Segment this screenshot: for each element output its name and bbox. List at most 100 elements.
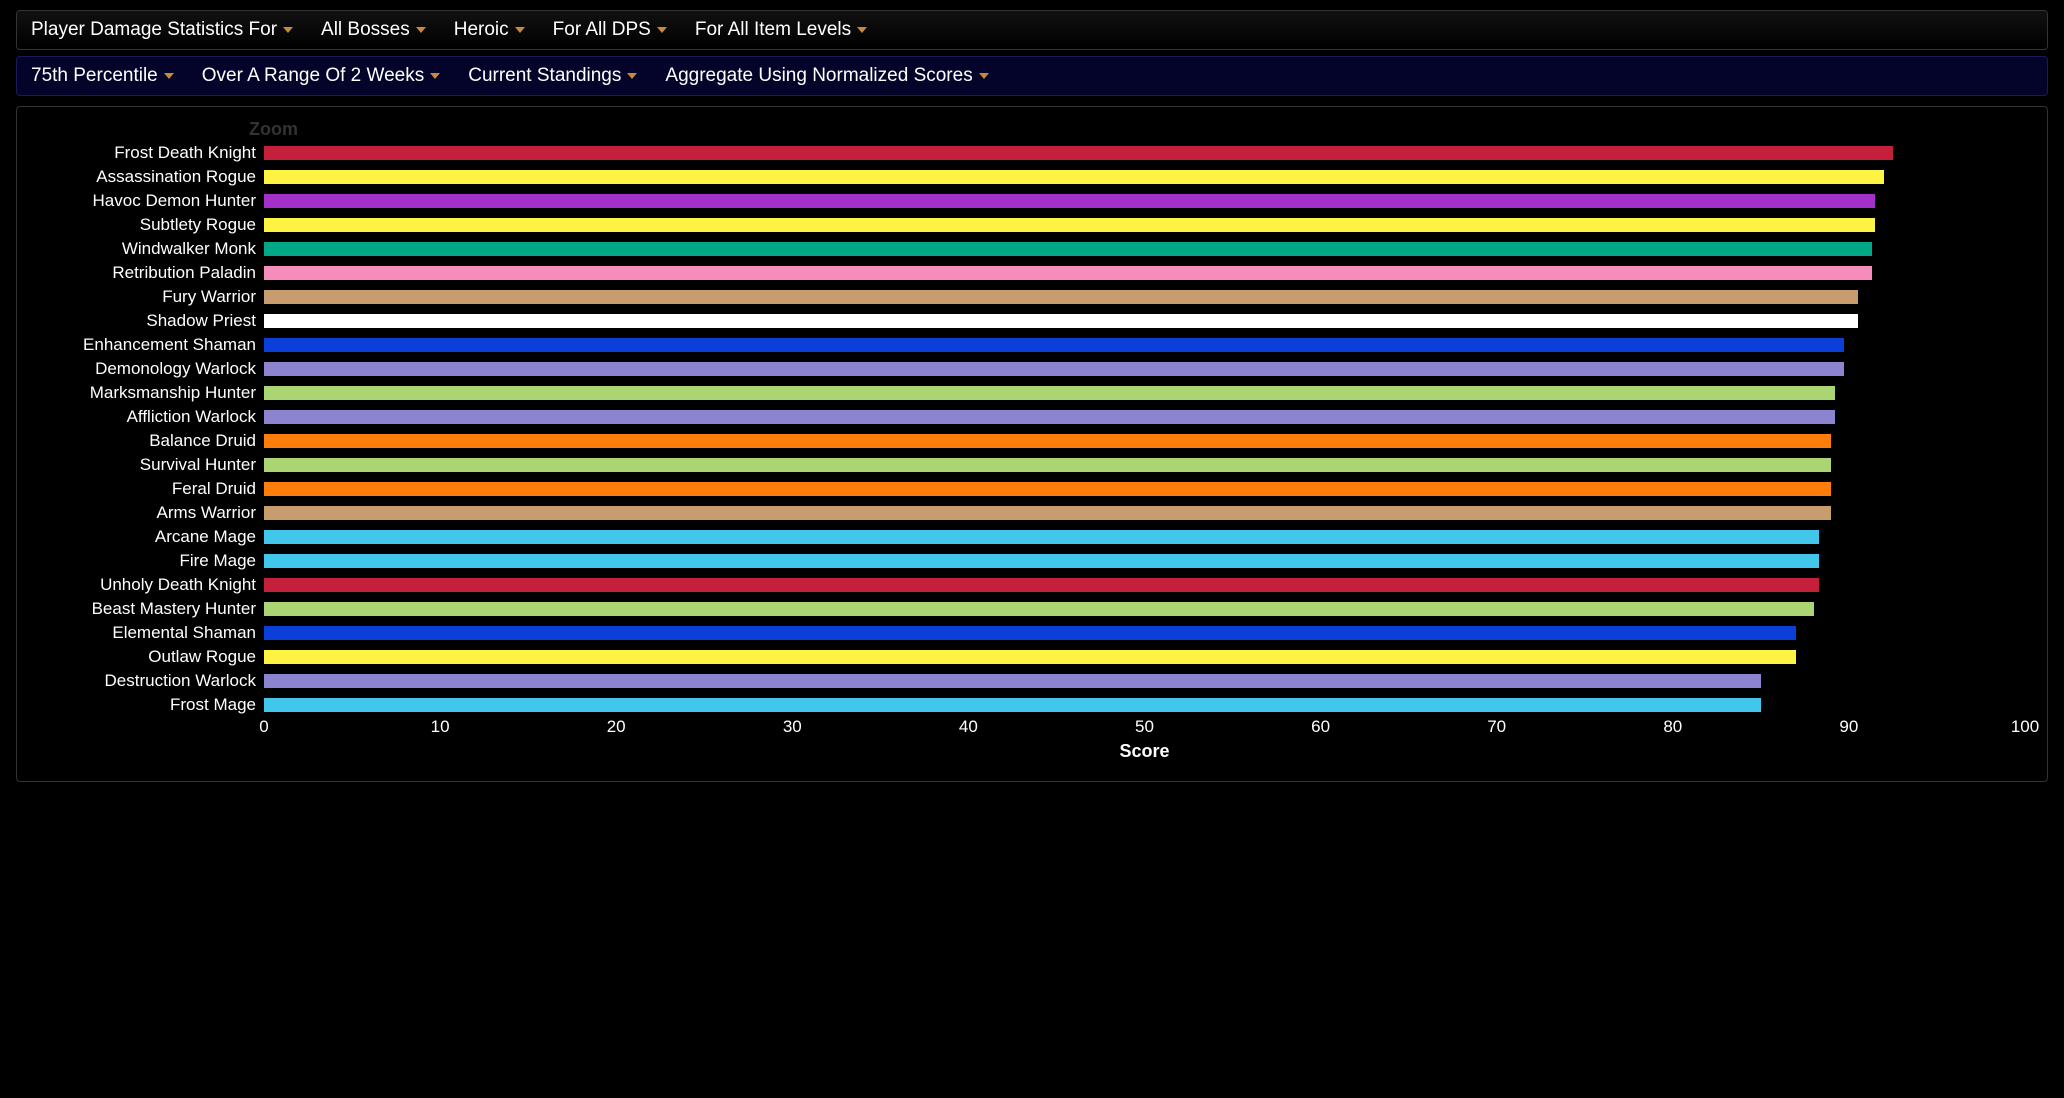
filter-label: All Bosses	[321, 19, 410, 41]
x-axis-tick: 40	[959, 717, 978, 737]
bar-row	[264, 381, 2025, 405]
chevron-down-icon	[657, 27, 667, 33]
bar-row	[264, 549, 2025, 573]
bar[interactable]	[264, 242, 1872, 256]
filter-label: 75th Percentile	[31, 65, 158, 87]
series-label: Outlaw Rogue	[39, 645, 264, 669]
bar-row	[264, 309, 2025, 333]
bar[interactable]	[264, 578, 1819, 592]
bar[interactable]	[264, 434, 1831, 448]
secondary-filter-1[interactable]: Over A Range Of 2 Weeks	[202, 65, 440, 87]
plot-area	[264, 141, 2025, 717]
bar-row	[264, 573, 2025, 597]
bar-row	[264, 477, 2025, 501]
series-label: Frost Mage	[39, 693, 264, 717]
chevron-down-icon	[515, 27, 525, 33]
bar[interactable]	[264, 170, 1884, 184]
chevron-down-icon	[164, 73, 174, 79]
bar[interactable]	[264, 290, 1858, 304]
bar-row	[264, 621, 2025, 645]
bar-row	[264, 261, 2025, 285]
bar-row	[264, 429, 2025, 453]
series-label: Subtlety Rogue	[39, 213, 264, 237]
series-label: Assassination Rogue	[39, 165, 264, 189]
secondary-filter-0[interactable]: 75th Percentile	[31, 65, 174, 87]
bar[interactable]	[264, 602, 1814, 616]
bar[interactable]	[264, 482, 1831, 496]
bar-row	[264, 597, 2025, 621]
filter-label: For All DPS	[553, 19, 651, 41]
series-label: Arms Warrior	[39, 501, 264, 525]
bar[interactable]	[264, 314, 1858, 328]
bar[interactable]	[264, 410, 1835, 424]
filter-bar-secondary: 75th Percentile Over A Range Of 2 Weeks Cu…	[16, 56, 2048, 96]
primary-filter-0[interactable]: Player Damage Statistics For	[31, 19, 293, 41]
x-axis-tick: 100	[2011, 717, 2039, 737]
chevron-down-icon	[416, 27, 426, 33]
chart-frame: Zoom Frost Death KnightAssassination Rog…	[16, 106, 2048, 782]
bar-row	[264, 525, 2025, 549]
bar[interactable]	[264, 338, 1844, 352]
bar-row	[264, 237, 2025, 261]
chevron-down-icon	[283, 27, 293, 33]
series-label: Fire Mage	[39, 549, 264, 573]
bar-row	[264, 645, 2025, 669]
bar[interactable]	[264, 626, 1796, 640]
bar-row	[264, 669, 2025, 693]
secondary-filter-2[interactable]: Current Standings	[468, 65, 637, 87]
chevron-down-icon	[430, 73, 440, 79]
bar-row	[264, 405, 2025, 429]
x-axis-title: Score	[1119, 741, 1169, 762]
chart-bars	[264, 141, 2025, 717]
filter-label: Player Damage Statistics For	[31, 19, 277, 41]
series-label: Unholy Death Knight	[39, 573, 264, 597]
bar-row	[264, 189, 2025, 213]
bar-row	[264, 213, 2025, 237]
filter-label: For All Item Levels	[695, 19, 851, 41]
primary-filter-3[interactable]: For All DPS	[553, 19, 667, 41]
chevron-down-icon	[857, 27, 867, 33]
x-axis-tick: 30	[783, 717, 802, 737]
bar[interactable]	[264, 506, 1831, 520]
filter-label: Aggregate Using Normalized Scores	[665, 65, 972, 87]
primary-filter-4[interactable]: For All Item Levels	[695, 19, 867, 41]
series-label: Windwalker Monk	[39, 237, 264, 261]
filter-bar-primary: Player Damage Statistics For All Bosses He…	[16, 10, 2048, 50]
chevron-down-icon	[979, 73, 989, 79]
primary-filter-2[interactable]: Heroic	[454, 19, 525, 41]
series-label: Demonology Warlock	[39, 357, 264, 381]
x-axis-tick: 0	[259, 717, 268, 737]
filter-label: Over A Range Of 2 Weeks	[202, 65, 424, 87]
bar-row	[264, 501, 2025, 525]
bar[interactable]	[264, 146, 1893, 160]
bar[interactable]	[264, 698, 1761, 712]
series-label: Shadow Priest	[39, 309, 264, 333]
bar-row	[264, 453, 2025, 477]
primary-filter-1[interactable]: All Bosses	[321, 19, 426, 41]
x-axis-tick: 70	[1487, 717, 1506, 737]
chart-body: Frost Death KnightAssassination RogueHav…	[39, 141, 2025, 717]
bar[interactable]	[264, 266, 1872, 280]
chevron-down-icon	[627, 73, 637, 79]
series-label: Enhancement Shaman	[39, 333, 264, 357]
bar[interactable]	[264, 554, 1819, 568]
bar[interactable]	[264, 386, 1835, 400]
series-label: Retribution Paladin	[39, 261, 264, 285]
bar[interactable]	[264, 218, 1875, 232]
bar[interactable]	[264, 458, 1831, 472]
x-axis-tick: 90	[1839, 717, 1858, 737]
secondary-filter-3[interactable]: Aggregate Using Normalized Scores	[665, 65, 988, 87]
x-axis-tick: 50	[1135, 717, 1154, 737]
bar-row	[264, 333, 2025, 357]
filter-label: Heroic	[454, 19, 509, 41]
series-label: Arcane Mage	[39, 525, 264, 549]
bar[interactable]	[264, 194, 1875, 208]
bar[interactable]	[264, 530, 1819, 544]
bar[interactable]	[264, 362, 1844, 376]
bar[interactable]	[264, 674, 1761, 688]
bar[interactable]	[264, 650, 1796, 664]
zoom-label: Zoom	[249, 119, 2025, 141]
x-axis-tick: 60	[1311, 717, 1330, 737]
series-label: Elemental Shaman	[39, 621, 264, 645]
series-label: Feral Druid	[39, 477, 264, 501]
